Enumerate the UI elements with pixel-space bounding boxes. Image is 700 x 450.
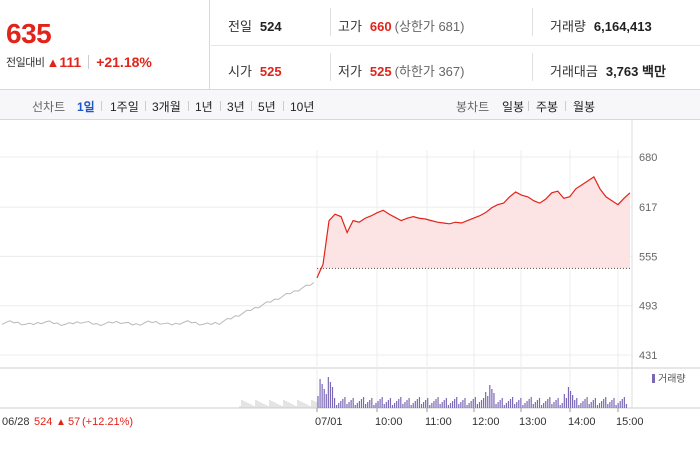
- divider: [145, 101, 146, 111]
- prev-close-label: 전일: [228, 19, 252, 34]
- volume-legend-label: 거래량: [658, 373, 686, 385]
- high-label: 고가: [338, 19, 362, 34]
- period-tab-bar: 선차트 1일 1주일 3개월 1년 3년 5년 10년 봉차트 일봉 주봉 월봉: [0, 90, 700, 120]
- x-tick-label: 10:00: [375, 416, 403, 428]
- x-tick-label: 15:00: [616, 416, 644, 428]
- tab-3y[interactable]: 3년: [227, 100, 245, 114]
- prev-day-series: [1, 282, 319, 408]
- amount-stat: 거래대금 3,763 백만: [550, 61, 666, 80]
- y-tick-label: 493: [639, 301, 657, 313]
- today-price-line: [316, 176, 631, 279]
- prev-close-value: 524: [259, 19, 282, 34]
- volume-value: 6,164,413: [593, 19, 652, 34]
- tab-5y[interactable]: 5년: [258, 100, 276, 114]
- change-row: 전일대비 ▲ 111 +21.18%: [6, 54, 152, 70]
- low-value: 525: [369, 64, 392, 79]
- up-triangle-icon: ▲: [56, 417, 66, 428]
- divider: [532, 8, 533, 36]
- tab-monthly-candle[interactable]: 월봉: [573, 100, 596, 114]
- divider: [528, 101, 529, 111]
- y-tick-label: 617: [639, 202, 657, 214]
- divider: [188, 101, 189, 111]
- today-series: [316, 176, 631, 279]
- today-area-fill: [317, 176, 630, 278]
- open-label: 시가: [228, 64, 252, 79]
- volume-legend-swatch: [652, 374, 655, 383]
- y-tick-label: 431: [639, 350, 657, 362]
- divider: [283, 101, 284, 111]
- lower-limit: (하한가 367): [394, 64, 465, 79]
- change-value: 111: [59, 54, 82, 70]
- grid: [0, 120, 700, 412]
- prev-day-pct: (+12.21%): [82, 416, 133, 428]
- divider: [220, 101, 221, 111]
- low-stat: 저가 525 (하한가 367): [338, 61, 464, 80]
- quote-header: 635 전일대비 ▲ 111 +21.18% 전일 524 고가 660 (상한가 6…: [0, 0, 700, 90]
- x-tick-label: 12:00: [472, 416, 500, 428]
- x-tick-label: 11:00: [425, 416, 452, 428]
- upper-limit: (상한가 681): [394, 19, 465, 34]
- divider: [88, 55, 90, 69]
- divider: [251, 101, 252, 111]
- up-triangle-icon: ▲: [46, 54, 60, 70]
- tab-1y[interactable]: 1년: [195, 100, 213, 114]
- prev-day-line: [1, 282, 315, 327]
- low-label: 저가: [338, 64, 362, 79]
- prev-day-close: 524: [34, 416, 52, 428]
- volume-stat: 거래량 6,164,413: [550, 16, 652, 35]
- price-box: 635 전일대비 ▲ 111 +21.18%: [0, 0, 210, 90]
- tab-3m[interactable]: 3개월: [152, 100, 181, 114]
- chart-area: 680 617 555 493 431 07/01 10:00 11:00 12:00 13:00…: [0, 120, 700, 450]
- high-value: 660: [369, 19, 392, 34]
- prev-close-stat: 전일 524: [228, 16, 282, 35]
- line-chart-label: 선차트: [32, 100, 66, 114]
- change-percent: +21.18%: [96, 54, 152, 70]
- volume-label: 거래량: [550, 19, 586, 34]
- divider: [565, 101, 566, 111]
- high-stat: 고가 660 (상한가 681): [338, 16, 464, 35]
- divider: [211, 45, 700, 46]
- tab-daily-candle[interactable]: 일봉: [502, 100, 525, 114]
- open-stat: 시가 525: [228, 61, 282, 80]
- amount-label: 거래대금: [550, 64, 598, 79]
- tab-1d[interactable]: 1일: [77, 100, 95, 114]
- divider: [101, 101, 102, 111]
- tab-1w[interactable]: 1주일: [110, 100, 139, 114]
- x-tick-label: 14:00: [568, 416, 596, 428]
- tab-weekly-candle[interactable]: 주봉: [536, 100, 559, 114]
- prev-day-label: 06/28: [2, 416, 30, 428]
- y-tick-label: 555: [639, 251, 657, 263]
- change-label: 전일대비: [6, 57, 45, 69]
- price-chart: 680 617 555 493 431 07/01 10:00 11:00 12:00 13:00…: [0, 120, 700, 428]
- x-tick-label: 07/01: [315, 416, 343, 428]
- divider: [532, 53, 533, 81]
- axes: 680 617 555 493 431 07/01 10:00 11:00 12:00 13:00…: [2, 152, 686, 428]
- divider: [330, 53, 331, 81]
- y-tick-label: 680: [639, 152, 657, 164]
- candle-chart-label: 봉차트: [456, 100, 490, 114]
- open-value: 525: [259, 64, 282, 79]
- volume-bars: [317, 377, 628, 408]
- divider: [330, 8, 331, 36]
- tab-10y[interactable]: 10년: [290, 100, 315, 114]
- current-price: 635: [6, 18, 52, 49]
- x-tick-label: 13:00: [519, 416, 547, 428]
- prev-day-change: 57: [68, 416, 80, 428]
- amount-value: 3,763 백만: [605, 64, 666, 79]
